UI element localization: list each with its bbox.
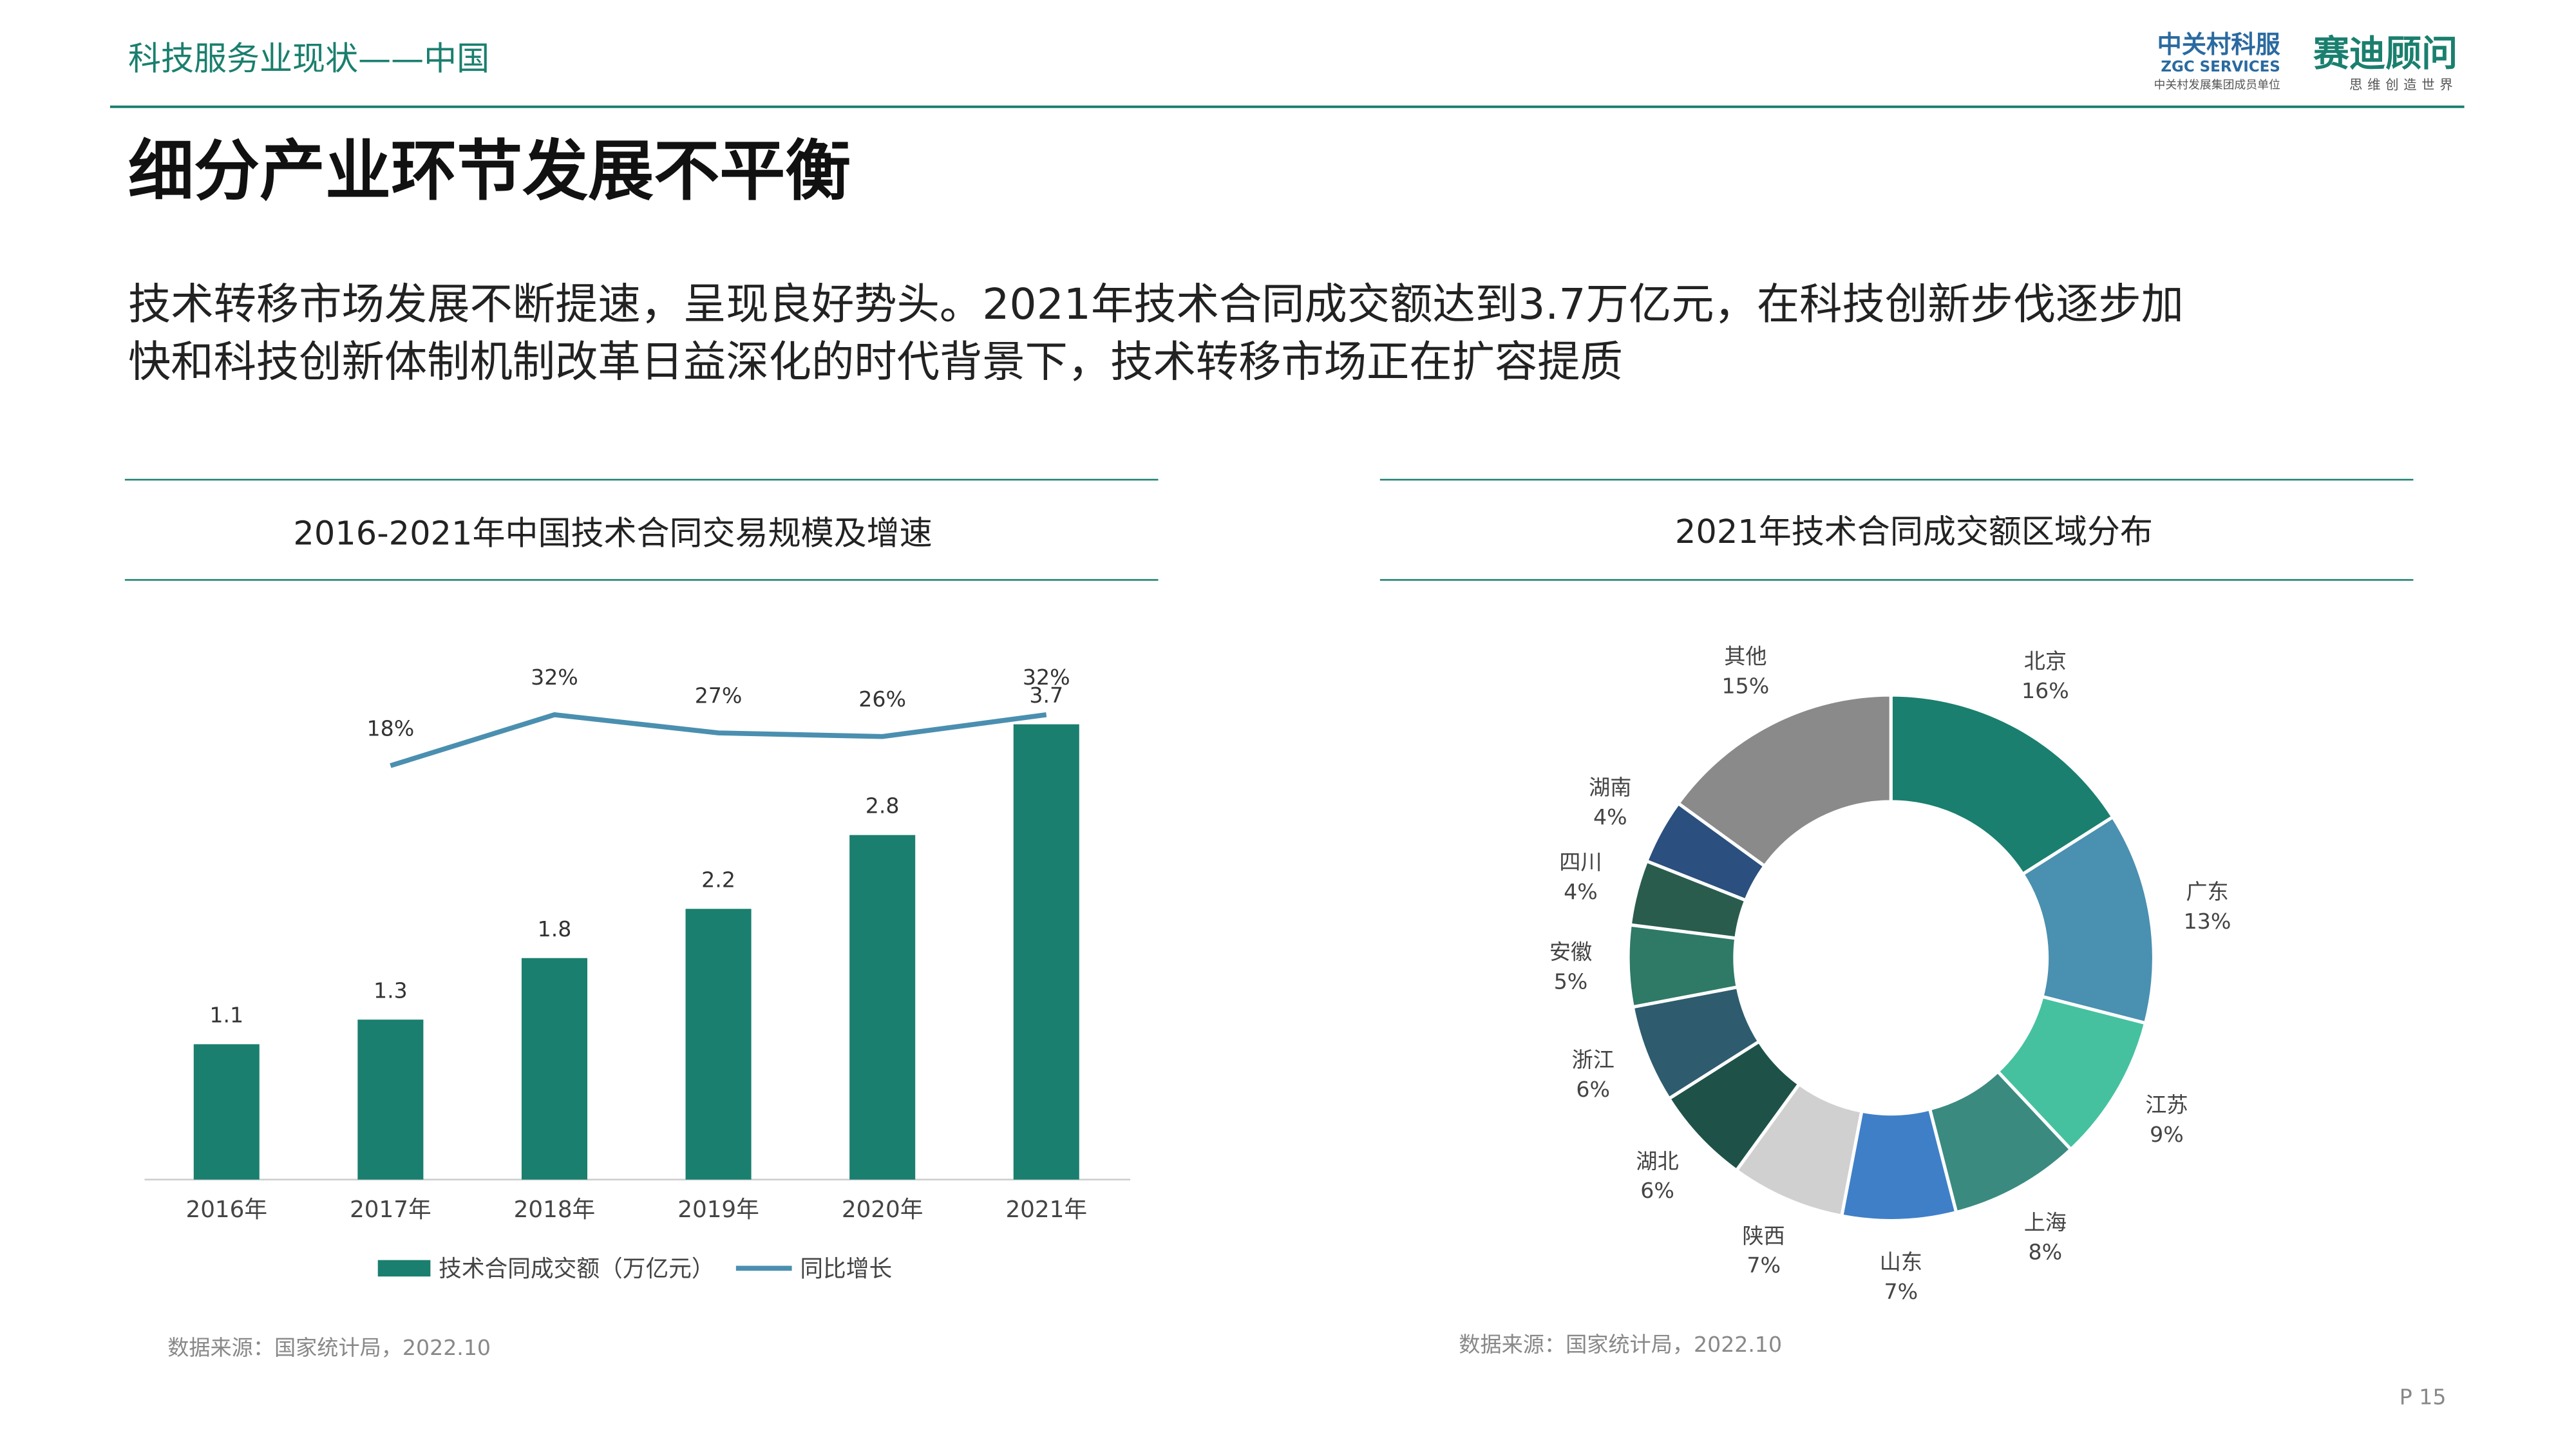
bar bbox=[1013, 724, 1079, 1180]
legend-swatch bbox=[377, 1260, 431, 1277]
bar-label: 1.3 bbox=[374, 978, 408, 1003]
slice-label: 湖北 bbox=[1636, 1148, 1678, 1173]
partner-logo: 赛迪顾问 bbox=[2313, 33, 2458, 75]
legend-label: 技术合同成交额（万亿元） bbox=[439, 1256, 714, 1282]
slice-value: 7% bbox=[1747, 1253, 1781, 1278]
slice-value: 5% bbox=[1554, 969, 1588, 994]
slice-label: 江苏 bbox=[2145, 1092, 2188, 1117]
logo-sub: 中关村发展集团成员单位 bbox=[2154, 79, 2280, 92]
bar bbox=[521, 958, 587, 1180]
bar bbox=[357, 1019, 424, 1180]
slice-value: 8% bbox=[2029, 1240, 2063, 1265]
slice-value: 6% bbox=[1576, 1077, 1610, 1102]
bar bbox=[193, 1044, 260, 1180]
slice-label: 北京 bbox=[2024, 649, 2067, 674]
bar-label: 2.8 bbox=[866, 793, 900, 819]
bar-label: 1.1 bbox=[209, 1003, 243, 1028]
body-line: 技术转移市场发展不断提速，呈现良好势头。2021年技术合同成交额达到3.7万亿元… bbox=[128, 279, 2184, 329]
slice-value: 9% bbox=[2150, 1122, 2184, 1147]
slice-label: 上海 bbox=[2024, 1210, 2067, 1235]
slice-value: 15% bbox=[1722, 673, 1770, 698]
bar-label: 3.7 bbox=[1029, 683, 1063, 708]
x-tick-label: 2019年 bbox=[677, 1197, 759, 1223]
body-line: 快和科技创新体制机制改革日益深化的时代背景下，技术转移市场正在扩容提质 bbox=[128, 336, 1623, 386]
x-tick-label: 2016年 bbox=[185, 1197, 267, 1223]
x-tick-label: 2020年 bbox=[842, 1197, 923, 1223]
chart-title: 2021年技术合同成交额区域分布 bbox=[1675, 513, 2153, 551]
source: 数据来源：国家统计局，2022.10 bbox=[1459, 1332, 1782, 1357]
line-label: 32% bbox=[1023, 665, 1070, 690]
line-label: 32% bbox=[531, 665, 578, 690]
donut-slice bbox=[1889, 693, 2116, 876]
line-label: 26% bbox=[858, 687, 906, 712]
slide-title: 细分产业环节发展不平衡 bbox=[128, 133, 851, 210]
slice-value: 7% bbox=[1884, 1279, 1918, 1304]
slice-label: 湖南 bbox=[1589, 775, 1631, 800]
slice-label: 广东 bbox=[2186, 879, 2228, 904]
slice-label: 陕西 bbox=[1743, 1223, 1785, 1248]
bar bbox=[685, 909, 752, 1180]
line-label: 27% bbox=[695, 683, 743, 708]
x-tick-label: 2017年 bbox=[350, 1197, 431, 1223]
slice-value: 13% bbox=[2184, 909, 2231, 934]
growth-line bbox=[390, 712, 1047, 768]
slice-value: 4% bbox=[1593, 804, 1627, 829]
header: 科技服务业现状——中国 bbox=[128, 40, 489, 78]
slice-label: 山东 bbox=[1880, 1249, 1922, 1274]
line-label: 18% bbox=[367, 715, 415, 741]
x-tick-label: 2021年 bbox=[1005, 1197, 1087, 1223]
slice-value: 4% bbox=[1564, 879, 1598, 904]
page-number: P 15 bbox=[2400, 1384, 2447, 1409]
partner-sub: 思维创造世界 bbox=[2349, 77, 2458, 93]
slice-value: 6% bbox=[1640, 1178, 1674, 1203]
slice-label: 安徽 bbox=[1549, 939, 1592, 964]
logo-name: 中关村科服 bbox=[2157, 30, 2281, 59]
x-tick-label: 2018年 bbox=[514, 1197, 596, 1223]
source: 数据来源：国家统计局，2022.10 bbox=[167, 1335, 491, 1360]
slice-label: 其他 bbox=[1724, 644, 1766, 669]
slice-label: 四川 bbox=[1559, 849, 1602, 875]
chart-title: 2016-2021年中国技术合同交易规模及增速 bbox=[293, 515, 932, 553]
donut-slice bbox=[1676, 693, 1893, 869]
legend-label: 同比增长 bbox=[800, 1256, 892, 1282]
slice-label: 浙江 bbox=[1572, 1047, 1615, 1072]
logo-english: ZGC SERVICES bbox=[2161, 59, 2280, 75]
bar bbox=[849, 835, 916, 1180]
slice-value: 16% bbox=[2022, 678, 2069, 703]
bar-label: 1.8 bbox=[538, 916, 572, 942]
bar-label: 2.2 bbox=[701, 867, 735, 892]
